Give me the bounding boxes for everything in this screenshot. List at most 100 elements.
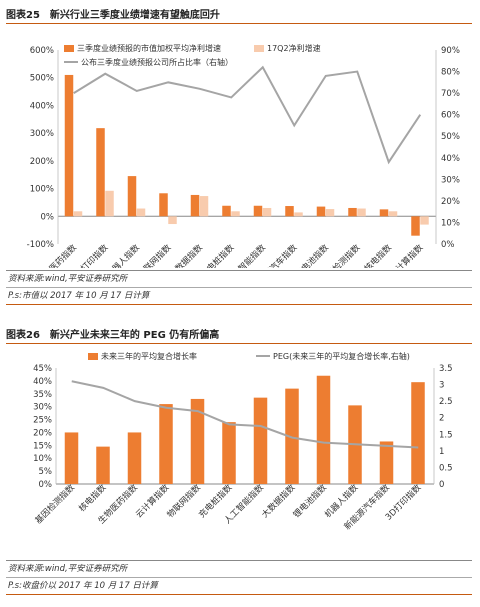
bar [379,209,389,217]
calc-note: P.s:收盘价以 2017 年 10 月 17 日计算 [6,578,472,595]
y2-tick-label: 1.5 [439,430,453,440]
legend-swatch [88,353,98,360]
bar [316,206,326,217]
y2-tick-label: 0.5 [439,463,453,473]
y2-tick-label: 20% [441,197,460,207]
bar [96,446,110,484]
y2-tick-label: 80% [441,68,460,78]
x-tick-label: 机器人指数 [104,242,142,268]
figure-footer: 资料来源:wind,平安证券研究所 P.s:市值以 2017 年 10 月 17… [6,270,472,305]
line-series [73,65,422,165]
legend-label: 三季度业绩预报的市值加权平均净利增速 [77,43,221,53]
source-note: 资料来源:wind,平安证券研究所 [6,561,472,578]
legend-label: 未来三年的平均复合增长率 [101,351,197,361]
y2-tick-label: 2 [439,414,444,424]
x-tick-label: 大数据指数 [167,242,205,268]
y2-tick-label: 10% [441,218,460,228]
y-tick-label: -100% [27,240,54,250]
x-tick-label: 锂电池指数 [293,242,331,268]
x-tick-label: 核电指数 [77,482,109,514]
bar [96,128,105,217]
bar [73,211,83,217]
figure-number: 图表25 [6,9,40,21]
bar [127,432,142,484]
bar [159,193,168,217]
figure-25: 图表25 新兴行业三季度业绩增速有望触底回升 -100% 0% 100% 200% 30… [6,3,472,305]
y-tick-label: 35% [33,390,52,400]
y-tick-label: 200% [30,157,54,167]
calc-note: P.s:市值以 2017 年 10 月 17 日计算 [6,288,472,305]
y-tick-label: 0% [39,480,53,490]
y-tick-label: 45% [33,364,52,374]
y2-tick-label: 3 [439,381,444,391]
x-tick-label: 云计算指数 [388,242,426,268]
y-tick-label: 5% [39,467,53,477]
bar [127,176,137,217]
y-tick-label: 600% [30,46,54,56]
y-tick-label: 15% [33,441,52,451]
bar [159,404,173,484]
bar [253,205,263,217]
bar [411,382,425,484]
y-tick-label: 500% [30,74,54,84]
bar [294,212,303,217]
y-tick-label: 100% [30,185,54,195]
y2-tick-label: 0 [439,480,444,490]
x-tick-label: 核电指数 [362,242,394,268]
bar [253,397,268,484]
y-tick-label: 400% [30,101,54,111]
y2-tick-label: 60% [441,111,460,121]
bar [348,207,357,217]
y2-tick-label: 50% [441,132,460,142]
legend-swatch [254,45,264,52]
source-note: 资料来源:wind,平安证券研究所 [6,271,472,288]
figure-number: 图表26 [6,329,40,341]
bar [136,208,146,217]
line-series [71,380,419,449]
bar [420,216,429,225]
bar [325,209,335,217]
y2-tick-label: 3.5 [439,364,453,374]
bar [316,375,331,484]
y-tick-label: 0% [41,212,55,222]
y-tick-label: 25% [33,416,52,426]
bar [285,206,294,217]
legend-label: 17Q2净利增速 [267,43,321,53]
bar [190,194,200,217]
y2-tick-label: 30% [441,175,460,185]
bar [222,422,236,484]
legend-label: 公布三季度业绩预报公司所占比率（右轴） [81,57,233,67]
bar [199,196,209,217]
bar [64,432,79,484]
bar [262,207,272,217]
bar [222,205,231,217]
figure-title: 新兴行业三季度业绩增速有望触底回升 [49,9,220,21]
figure-footer: 资料来源:wind,平安证券研究所 P.s:收盘价以 2017 年 10 月 1… [6,560,472,595]
y2-tick-label: 90% [441,46,460,56]
y2-tick-label: 2.5 [439,397,453,407]
peg-chart: 0% 5% 10% 15% 20% 25% 30% 35% 40% 45% 0 0.5 1 1.5 2 2.5… [33,351,453,532]
bar [411,216,420,236]
bar [379,441,394,484]
bar [168,216,177,225]
x-tick-label: 3D打印指数 [70,242,111,268]
figure-header: 图表26 新兴产业未来三年的 PEG 仍有所偏高 [6,323,472,344]
y2-tick-label: 70% [441,89,460,99]
y2-tick-label: 40% [441,154,460,164]
legend-label: PEG(未来三年的平均复合增长率,右轴) [273,351,410,361]
y-tick-label: 30% [33,403,52,413]
legend-swatch [64,45,74,52]
y2-tick-label: 1 [439,447,444,457]
figure-header: 图表25 新兴行业三季度业绩增速有望触底回升 [6,3,472,24]
y2-tick-label: 0% [441,240,455,250]
bar [64,74,74,217]
growth-chart: -100% 0% 100% 200% 300% 400% 500% 600% 0% 10% 20% 3… [27,43,460,268]
bar [231,211,240,217]
x-tick-label: 物联网指数 [136,242,174,268]
figure-title: 新兴产业未来三年的 PEG 仍有所偏高 [49,329,220,341]
x-tick-label: 充电桩指数 [199,242,237,268]
y-tick-label: 40% [33,377,52,387]
bar [105,190,114,217]
y-tick-label: 300% [30,129,54,139]
bar [285,388,299,484]
